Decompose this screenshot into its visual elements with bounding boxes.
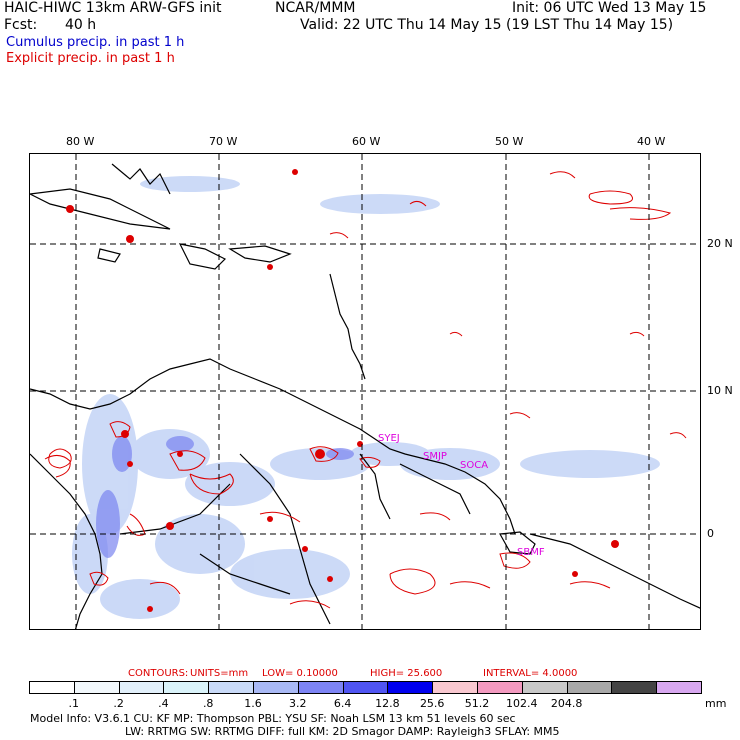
- color-scale-box: [73, 681, 120, 694]
- color-scale-tick-label: .4: [158, 697, 169, 710]
- station-label-sbmf: SBMF: [517, 547, 545, 558]
- explicit-legend: Explicit precip. in past 1 h: [6, 51, 175, 66]
- lat-label-10n: 10 N: [707, 384, 733, 397]
- station-label-syej: SYEJ: [378, 433, 400, 444]
- color-scale-box: [342, 681, 389, 694]
- forecast-hour: 40 h: [65, 17, 97, 33]
- color-scale-tick-label: 25.6: [419, 697, 445, 710]
- color-scale-box: [29, 681, 75, 694]
- color-scale-tick-label: .1: [68, 697, 80, 710]
- coastlines: [30, 163, 700, 629]
- color-scale-box: [208, 681, 254, 694]
- color-scale-box: [163, 681, 210, 694]
- lat-label-0: 0: [707, 527, 714, 540]
- color-scale-box: [432, 681, 478, 694]
- contour-units: UNITS=mm: [190, 668, 249, 679]
- color-scale-box: [477, 681, 523, 694]
- station-label-smjp: SMJP: [423, 451, 447, 462]
- color-scale-tick-label: 1.6: [244, 697, 262, 710]
- cumulus-legend: Cumulus precip. in past 1 h: [6, 35, 185, 50]
- cumulus-precip-core: [96, 436, 354, 558]
- color-scale-tick-label: 204.8: [550, 697, 583, 710]
- model-info-line2: LW: RRTMG SW: RRTMG DIFF: full KM: 2D Sm…: [125, 725, 560, 738]
- color-scale-box: [611, 681, 658, 694]
- precip-map: SYEJ SMJP SOCA SBMF: [29, 153, 701, 630]
- explicit-precip-contours: [44, 171, 687, 609]
- cumulus-precip-shading: [72, 176, 660, 619]
- color-scale-tick-label: 51.2: [464, 697, 490, 710]
- color-scale-tick-label: .8: [202, 697, 214, 710]
- color-scale-box: [566, 681, 613, 694]
- explicit-precip-cells: [66, 169, 619, 612]
- valid-time: Valid: 22 UTC Thu 14 May 15 (19 LST Thu …: [300, 17, 674, 33]
- color-scale-tick-label: 12.8: [375, 697, 400, 710]
- lat-label-20n: 20 N: [707, 237, 733, 250]
- station-label-soca: SOCA: [460, 460, 489, 471]
- contour-interval: INTERVAL= 4.0000: [483, 668, 578, 679]
- lat-lon-grid: [30, 154, 700, 629]
- color-scale-box: [521, 681, 568, 694]
- lon-label-60w: 60 W: [352, 135, 381, 148]
- color-scale-unit: mm: [705, 697, 727, 710]
- lon-label-50w: 50 W: [495, 135, 524, 148]
- color-scale-tick-label: 3.2: [289, 697, 307, 710]
- color-scale-box: [118, 681, 165, 694]
- org-label: NCAR/MMM: [275, 0, 356, 16]
- color-scale-tick-label: 6.4: [333, 697, 352, 710]
- color-scale-box: [656, 681, 702, 694]
- lon-label-70w: 70 W: [209, 135, 238, 148]
- model-title: HAIC-HIWC 13km ARW-GFS init: [4, 0, 222, 16]
- contour-high: HIGH= 25.600: [370, 668, 443, 679]
- color-scale-box: [387, 681, 434, 694]
- contour-label: CONTOURS:: [128, 668, 189, 679]
- lon-label-40w: 40 W: [637, 135, 666, 148]
- color-scale-box: [253, 681, 299, 694]
- color-scale-tick-label: .2: [113, 697, 124, 710]
- lon-label-80w: 80 W: [66, 135, 95, 148]
- init-time: Init: 06 UTC Wed 13 May 15: [512, 0, 707, 16]
- contour-low: LOW= 0.10000: [262, 668, 338, 679]
- forecast-label: Fcst:: [4, 17, 38, 33]
- color-scale-tick-label: 102.4: [506, 697, 538, 710]
- map-canvas: [30, 154, 700, 629]
- model-info-line1: Model Info: V3.6.1 CU: KF MP: Thompson P…: [30, 712, 516, 725]
- color-scale-box: [297, 681, 344, 694]
